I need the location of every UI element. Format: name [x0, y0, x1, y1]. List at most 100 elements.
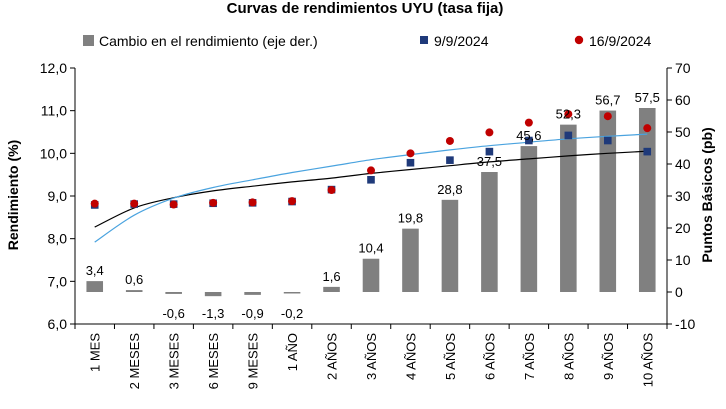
legend-label-9-9-2024: 9/9/2024: [434, 33, 489, 49]
trendline: [94, 133, 648, 243]
marker-16-9-2024: [327, 186, 336, 195]
legend-swatch-16-9-2024: [574, 35, 584, 45]
right-tick-label: 20: [675, 220, 691, 236]
right-tick-label: 0: [675, 284, 683, 300]
marker-9-9-2024: [485, 147, 494, 156]
marker-16-9-2024: [564, 110, 573, 119]
marker-9-9-2024: [406, 158, 415, 167]
bar-value-label: 19,8: [398, 211, 423, 226]
x-tick-label: 3 MESES: [167, 333, 182, 390]
x-tick-label: 6 MESES: [206, 333, 221, 390]
marker-16-9-2024: [90, 199, 99, 208]
bar-value-label: 1,6: [322, 269, 340, 284]
x-tick-label: 5 AÑOS: [443, 333, 458, 380]
marker-9-9-2024: [564, 131, 573, 140]
bar: [441, 199, 459, 292]
bar: [323, 286, 340, 292]
bar-value-label: -0,9: [241, 306, 263, 321]
bar-value-label: 28,8: [437, 182, 462, 197]
bar: [520, 146, 538, 292]
bar-value-label: 0,6: [125, 272, 143, 287]
marker-9-9-2024: [604, 136, 612, 145]
bar: [362, 258, 380, 292]
x-tick-label: 1 MES: [88, 333, 103, 372]
x-tick-label: 9 MESES: [246, 333, 261, 390]
x-tick-label: 6 AÑOS: [482, 333, 497, 380]
bars: [86, 108, 656, 297]
right-tick-label: -10: [675, 316, 695, 332]
legend-swatch-9-9-2024: [420, 36, 428, 44]
right-tick-label: 50: [675, 124, 691, 140]
marker-9-9-2024: [525, 136, 533, 145]
bar-value-label: -0,2: [281, 306, 303, 321]
bar: [283, 292, 301, 294]
right-tick-label: 60: [675, 92, 691, 108]
bar-value-label: -1,3: [202, 306, 224, 321]
bar: [125, 290, 143, 292]
x-tick-label: 2 AÑOS: [325, 333, 340, 380]
marker-16-9-2024: [406, 149, 415, 158]
bar: [560, 124, 577, 292]
bar-value-label: 37,5: [477, 154, 502, 169]
left-axis-title: Rendimiento (%): [5, 140, 21, 250]
bar: [402, 228, 419, 292]
bar-value-label: 57,5: [635, 90, 660, 105]
left-tick-label: 6,0: [48, 316, 68, 332]
left-tick-label: 12,0: [40, 60, 67, 76]
marker-16-9-2024: [603, 112, 612, 121]
markers: [90, 110, 652, 209]
x-tick-label: 2 MESES: [127, 333, 142, 390]
marker-16-9-2024: [288, 197, 297, 206]
marker-16-9-2024: [209, 198, 218, 207]
x-tick-label: 7 AÑOS: [522, 333, 537, 380]
marker-16-9-2024: [485, 128, 494, 137]
bar: [165, 292, 182, 294]
left-tick-label: 9,0: [48, 188, 68, 204]
bar-value-label: 52,3: [556, 107, 581, 122]
bar-value-label: -0,6: [162, 306, 184, 321]
left-tick-label: 10,0: [40, 145, 67, 161]
x-tick-label: 9 AÑOS: [601, 333, 616, 380]
legend: Cambio en el rendimiento (eje der.) 9/9/…: [83, 33, 651, 49]
bar-value-label: 56,7: [595, 93, 620, 108]
right-axis-title: Puntos Básicos (pb): [699, 127, 715, 262]
marker-16-9-2024: [248, 198, 257, 207]
x-tick-label: 1 AÑO: [285, 333, 300, 371]
bar-value-label: 45,6: [516, 128, 541, 143]
bar: [86, 281, 104, 292]
legend-swatch-bars: [83, 35, 94, 46]
right-tick-label: 40: [675, 156, 691, 172]
left-tick-label: 11,0: [41, 103, 67, 119]
left-tick-label: 7,0: [48, 273, 68, 289]
bar: [638, 108, 656, 292]
legend-label-16-9-2024: 16/9/2024: [589, 33, 651, 49]
bar: [204, 292, 222, 297]
right-tick-label: 10: [675, 252, 691, 268]
bar-value-label: 3,4: [86, 263, 104, 278]
bar: [481, 172, 498, 292]
bar-value-label: 10,4: [358, 241, 383, 256]
marker-16-9-2024: [130, 199, 139, 208]
chart-title: Curvas de rendimientos UYU (tasa fija): [227, 0, 504, 17]
right-tick-label: 30: [675, 188, 691, 204]
marker-16-9-2024: [524, 118, 533, 127]
marker-16-9-2024: [643, 124, 652, 133]
left-tick-label: 8,0: [48, 231, 68, 247]
bar: [244, 292, 261, 295]
marker-16-9-2024: [445, 136, 454, 145]
axes: 6,0 7,0 8,0 9,0 10,0 11,0 12,0 -10 0 10 20 30 40 50 60…: [40, 60, 696, 389]
right-tick-label: 70: [675, 60, 691, 76]
x-tick-label: 4 AÑOS: [403, 333, 418, 380]
marker-16-9-2024: [169, 200, 178, 209]
bar: [599, 110, 617, 292]
marker-16-9-2024: [367, 166, 375, 175]
x-tick-label: 8 AÑOS: [561, 333, 576, 380]
x-tick-label: 10 AÑOS: [640, 333, 655, 388]
marker-9-9-2024: [643, 147, 652, 156]
marker-9-9-2024: [367, 175, 375, 184]
labels: 3,4 0,6 -0,6 -1,3 -0,9 -0,2 1,6 10,4 19,8 28,8 37,…: [86, 90, 660, 321]
x-tick-label: 3 AÑOS: [364, 333, 379, 380]
marker-9-9-2024: [446, 156, 454, 164]
legend-label-bars: Cambio en el rendimiento (eje der.): [99, 33, 318, 49]
